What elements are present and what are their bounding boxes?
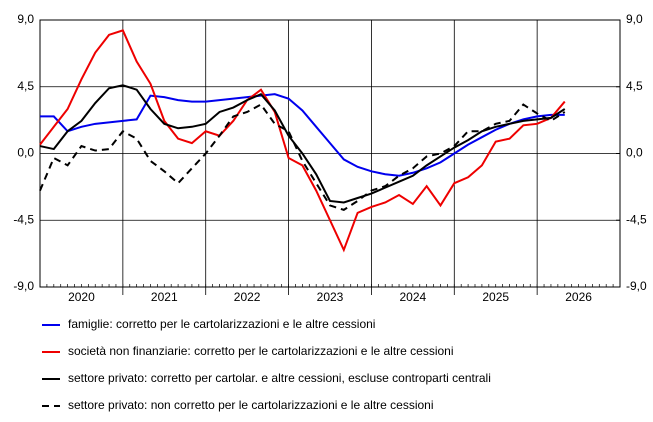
y-tick-label: -9,0	[13, 279, 34, 293]
y-tick-label: 9,0	[17, 12, 34, 26]
y2-tick-label: 9,0	[626, 12, 643, 26]
y2-tick-label: -4,5	[626, 212, 647, 226]
legend-label: settore privato: non corretto per le car…	[68, 398, 434, 412]
y-tick-label: -4,5	[13, 212, 34, 226]
legend-label: società non finanziarie: corretto per le…	[68, 344, 454, 358]
legend-label: famiglie: corretto per le cartolarizzazi…	[68, 317, 375, 331]
y-tick-label: 0,0	[17, 146, 34, 160]
legend-label: settore privato: corretto per cartolar. …	[68, 371, 491, 385]
y2-tick-label: 0,0	[626, 146, 643, 160]
x-tick-label: 2024	[400, 290, 427, 304]
x-tick-label: 2022	[234, 290, 261, 304]
x-tick-label: 2021	[151, 290, 178, 304]
x-tick-label: 2025	[482, 290, 509, 304]
series-line	[39, 103, 566, 211]
x-tick-label: 2020	[68, 290, 95, 304]
y2-tick-label: 4,5	[626, 79, 643, 93]
y2-tick-label: -9,0	[626, 279, 647, 293]
series-line	[39, 29, 566, 253]
x-tick-label: 2023	[317, 290, 344, 304]
x-tick-label: 2026	[565, 290, 592, 304]
y-tick-label: 4,5	[17, 79, 34, 93]
series-line	[40, 93, 565, 177]
series-line	[39, 84, 566, 204]
